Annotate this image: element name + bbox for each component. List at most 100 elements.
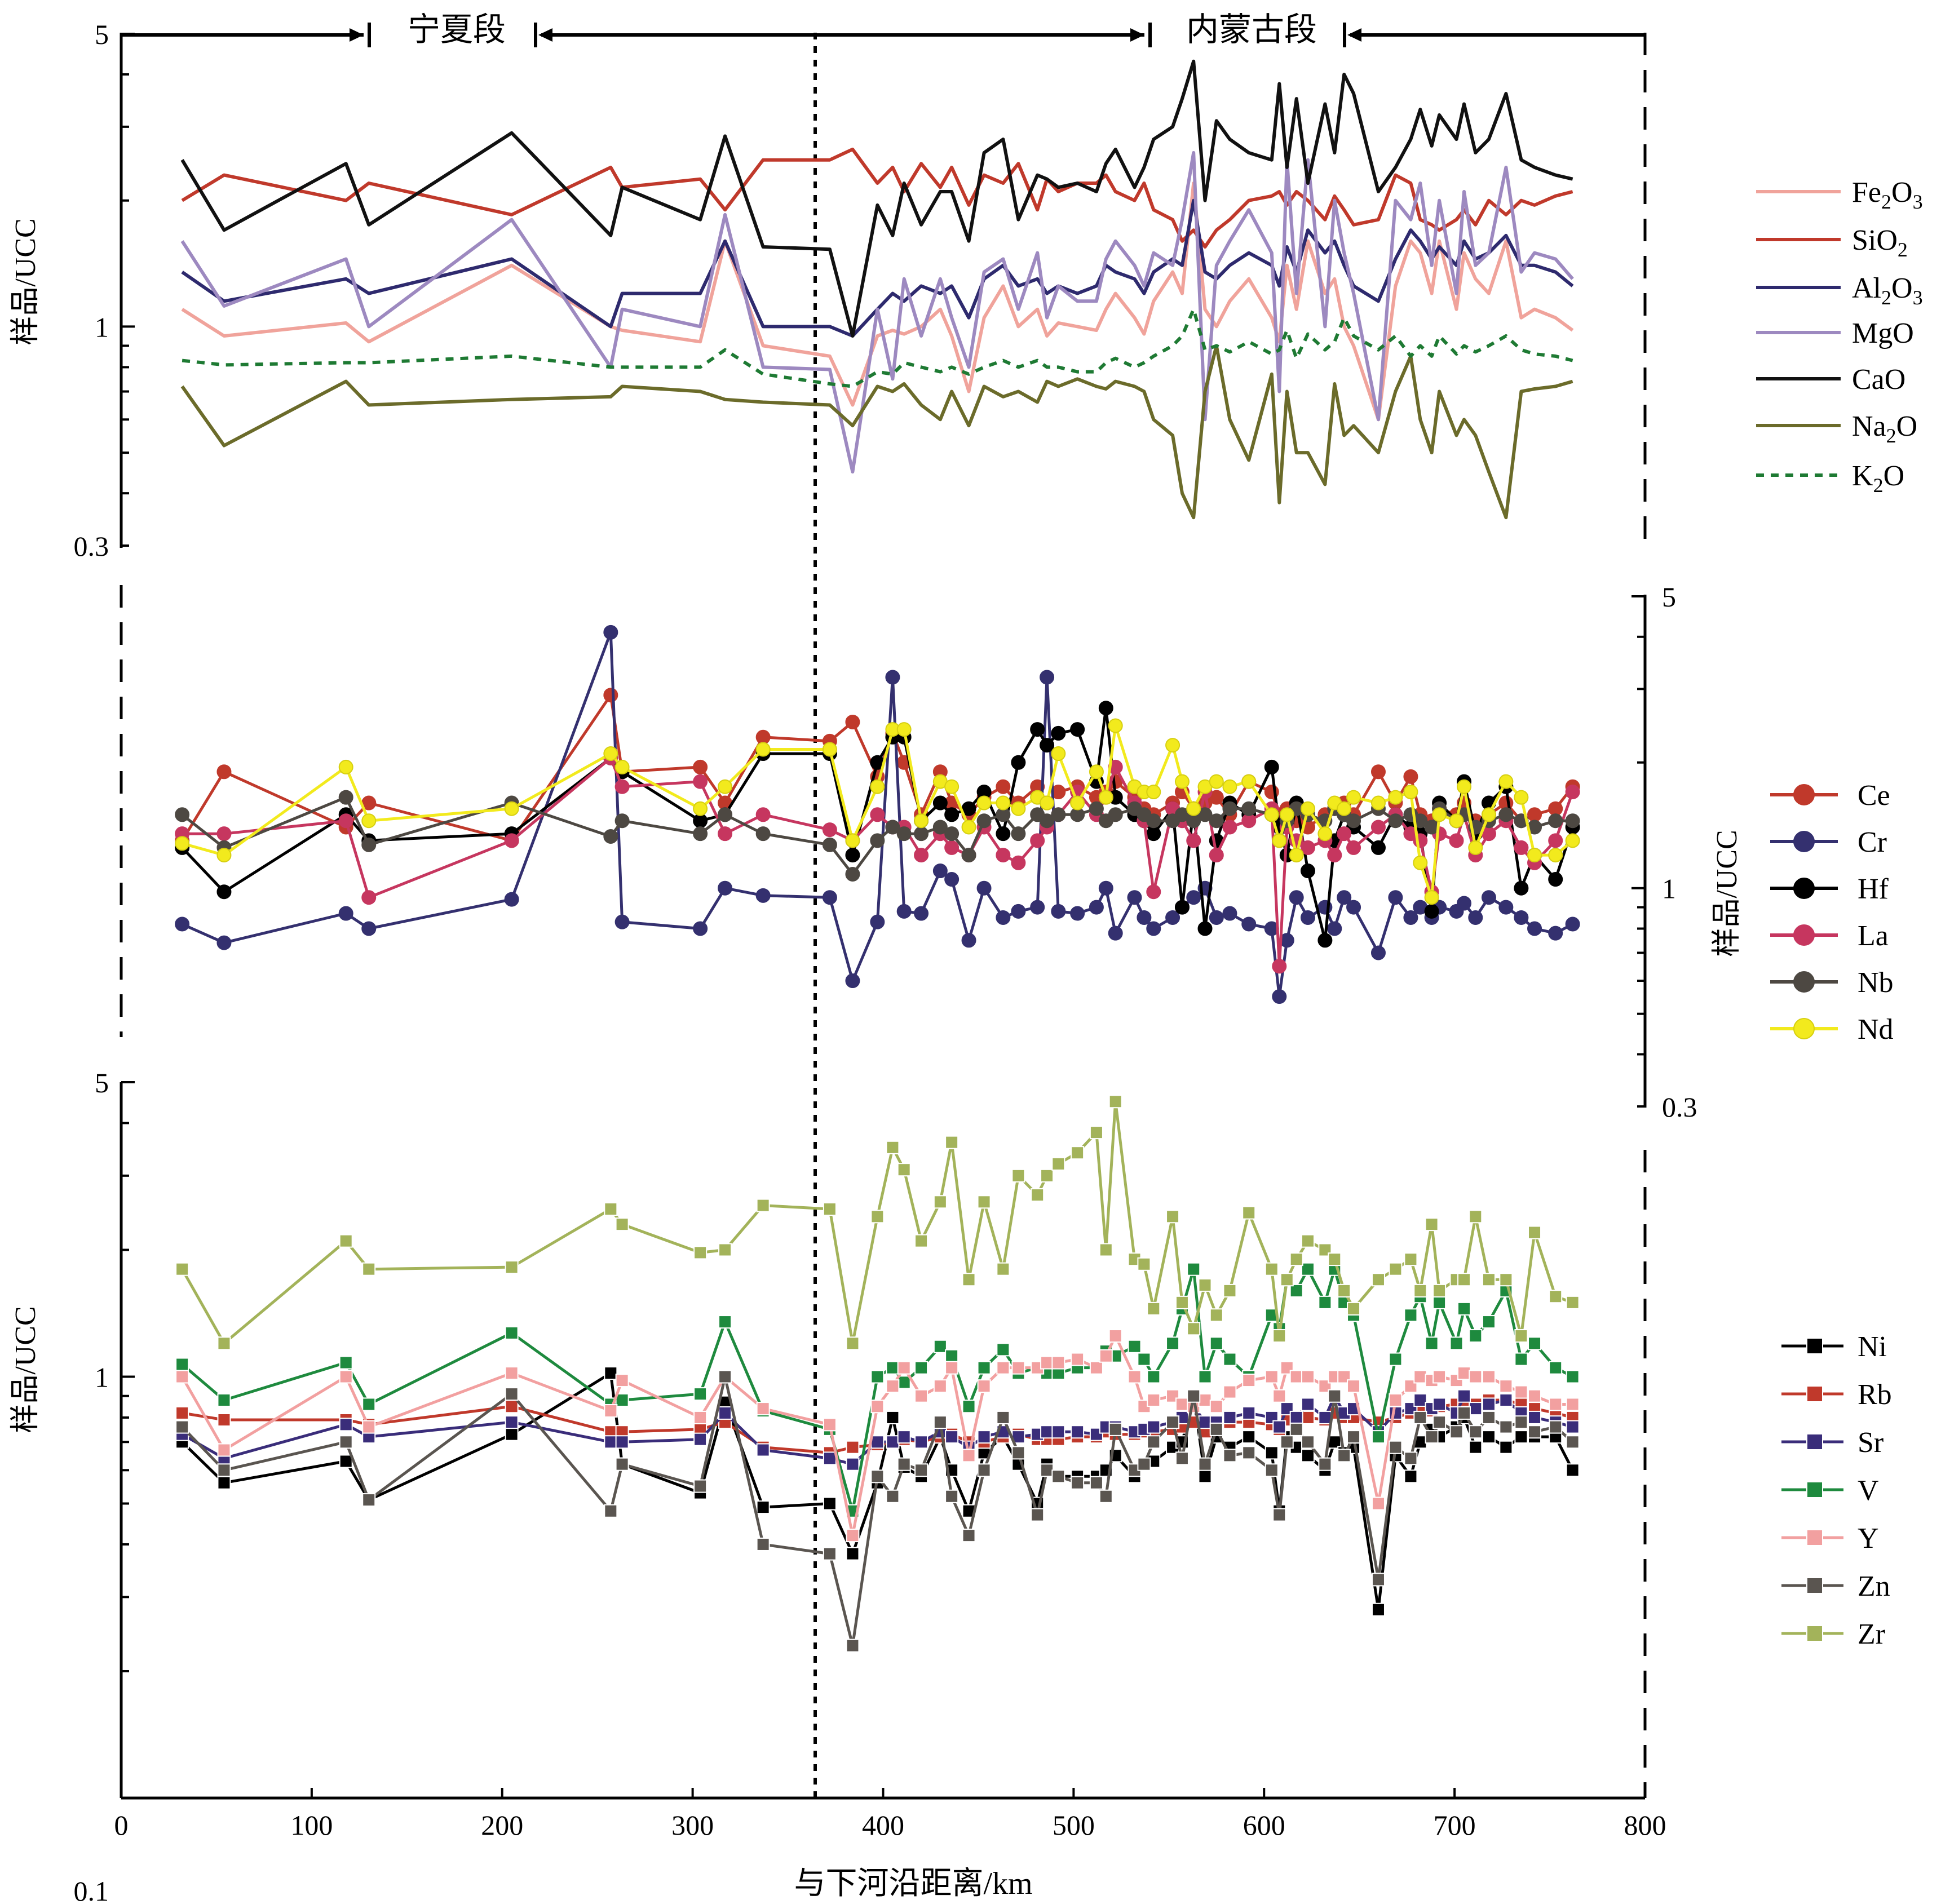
data-point-nb — [718, 807, 733, 822]
y-tick-label: 0.3 — [74, 530, 109, 562]
data-point-hf — [216, 884, 232, 900]
data-point-v — [1389, 1352, 1403, 1366]
data-point-zr — [1031, 1188, 1045, 1202]
data-point-sr — [615, 1435, 629, 1449]
data-point-zn — [756, 1537, 770, 1551]
data-point-zr — [175, 1262, 189, 1276]
data-point-nb — [914, 826, 929, 842]
data-point-nb — [1388, 813, 1403, 829]
ylabel-panel3: 样品/UCC — [10, 1306, 42, 1433]
data-point-zr — [897, 1163, 911, 1177]
data-point-y — [996, 1361, 1010, 1375]
data-point-zr — [1209, 1308, 1223, 1322]
series-line-al2o3 — [181, 198, 1574, 338]
data-point-v — [996, 1343, 1010, 1357]
data-point-zn — [1566, 1435, 1580, 1449]
data-point-zn — [1549, 1420, 1563, 1434]
data-point-zr — [1280, 1273, 1294, 1287]
data-point-v — [914, 1361, 929, 1375]
data-point-nb — [932, 820, 948, 835]
data-point-cr — [932, 864, 948, 879]
data-point-nb — [1565, 813, 1580, 829]
data-point-hf — [1197, 921, 1213, 936]
data-point-cr — [603, 625, 618, 640]
legend-item-sio2: SiO2 — [1756, 224, 1908, 261]
data-point-zr — [1528, 1225, 1542, 1239]
data-point-la — [361, 890, 377, 905]
data-point-nd — [1098, 790, 1113, 805]
data-point-nd — [870, 779, 885, 794]
data-point-hf — [1174, 900, 1190, 915]
data-point-cr — [175, 916, 190, 932]
data-point-y — [933, 1379, 947, 1393]
data-point-v — [1528, 1336, 1542, 1350]
data-point-zr — [1099, 1243, 1113, 1257]
data-point-nd — [996, 795, 1011, 811]
data-point-zn — [1209, 1422, 1223, 1436]
data-point-sr — [1198, 1415, 1212, 1429]
data-point-zr — [933, 1195, 947, 1209]
data-point-v — [1128, 1339, 1142, 1353]
data-point-nd — [1346, 790, 1361, 805]
data-point-v — [339, 1356, 353, 1370]
data-point-hf — [1030, 722, 1045, 737]
data-point-nb — [944, 826, 960, 842]
data-point-sr — [1413, 1393, 1427, 1407]
data-point-la — [1030, 833, 1045, 848]
data-point-cr — [504, 892, 519, 907]
data-point-v — [693, 1387, 708, 1401]
data-point-nb — [1241, 801, 1257, 816]
data-point-la — [1300, 840, 1315, 855]
data-point-nd — [1317, 826, 1333, 842]
data-point-zn — [1528, 1425, 1542, 1439]
data-point-v — [886, 1361, 900, 1375]
data-point-sr — [1469, 1402, 1483, 1416]
data-point-v — [1432, 1295, 1447, 1309]
data-point-nd — [944, 779, 960, 794]
data-point-zn — [823, 1547, 837, 1561]
data-point-v — [870, 1370, 885, 1384]
data-point-cr — [914, 906, 929, 921]
svg-text:Nb: Nb — [1858, 967, 1894, 999]
plot-area — [175, 59, 1580, 1653]
data-point-nd — [338, 759, 353, 774]
y-tick-label: 5 — [95, 1067, 109, 1099]
data-point-zn — [1432, 1415, 1447, 1429]
data-point-hf — [1548, 872, 1563, 887]
data-point-cr — [1272, 989, 1287, 1004]
data-point-nb — [870, 833, 885, 848]
data-point-cr — [1300, 910, 1315, 925]
data-point-la — [1327, 848, 1342, 863]
panel-trace_elements_1 — [175, 625, 1580, 1004]
data-point-v — [1166, 1336, 1180, 1350]
data-point-cr — [1337, 890, 1352, 905]
data-point-sr — [1051, 1425, 1065, 1439]
legend-item-zr: Zr — [1781, 1618, 1885, 1650]
data-point-cr — [1548, 926, 1563, 941]
y-tick-label: 5 — [1662, 581, 1676, 613]
svg-text:SiO2: SiO2 — [1852, 224, 1908, 261]
series-line-fe2o3 — [181, 181, 1574, 422]
svg-text:Nd: Nd — [1858, 1013, 1894, 1046]
data-point-zn — [1514, 1415, 1528, 1429]
data-point-hf — [1146, 826, 1161, 842]
data-point-zr — [1413, 1283, 1427, 1298]
data-point-nd — [1498, 774, 1514, 789]
series-line-k2o — [182, 307, 1573, 388]
data-point-zn — [1147, 1435, 1161, 1449]
panel-trace_elements_2 — [175, 1095, 1580, 1653]
data-point-y — [1432, 1370, 1447, 1384]
data-point-zn — [977, 1463, 991, 1477]
data-point-nb — [755, 826, 771, 842]
series-line-mgo — [180, 151, 1574, 474]
data-point-y — [1099, 1349, 1113, 1363]
data-point-zn — [870, 1469, 885, 1484]
data-point-hf — [1070, 722, 1085, 737]
data-point-zr — [1328, 1252, 1342, 1267]
data-point-nd — [1289, 848, 1304, 863]
data-point-ni — [1514, 1430, 1528, 1444]
data-point-ni — [756, 1500, 770, 1515]
data-point-zn — [175, 1420, 189, 1434]
legend-trace-1: Ce Cr Hf La Nb Nd — [1770, 780, 1894, 1046]
data-point-la — [755, 807, 771, 822]
